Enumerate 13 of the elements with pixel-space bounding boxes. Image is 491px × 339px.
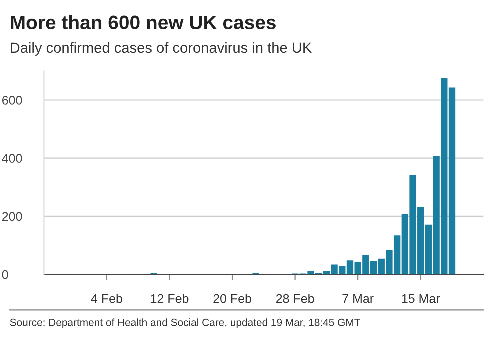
x-tick-label: 12 Feb (151, 294, 189, 304)
y-tick-label: 600 (2, 96, 22, 105)
chart-title: More than 600 new UK cases (11, 15, 276, 30)
source-note: Source: Department of Health and Social Care, updated 19 Mar, 18:45 GMT (10, 318, 360, 328)
y-tick-label: 400 (2, 154, 22, 164)
x-tick-label: 20 Feb (214, 294, 252, 304)
x-tick-label: 28 Feb (276, 294, 314, 304)
y-tick-label: 0 (2, 270, 8, 280)
x-tick-label: 15 Mar (402, 294, 440, 304)
y-tick-label: 200 (2, 212, 22, 222)
chart-subtitle: Daily confirmed cases of coronavirus in the UK (11, 42, 312, 56)
x-tick-label: 7 Mar (342, 294, 374, 304)
x-tick-label: 4 Feb (91, 294, 122, 304)
